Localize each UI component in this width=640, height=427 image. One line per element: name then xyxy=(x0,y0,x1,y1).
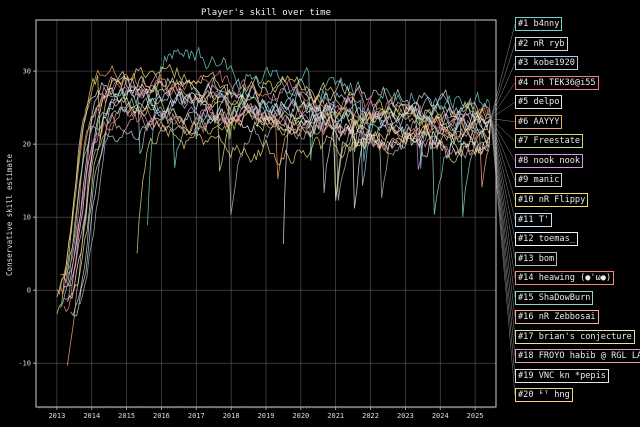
legend-item: #11 T' xyxy=(515,212,553,227)
legend-item: #12 toemas_ xyxy=(515,232,578,247)
legend-connector xyxy=(490,118,516,220)
legend-item: #8 nook nook xyxy=(515,153,584,168)
y-tick-label: 20 xyxy=(23,141,31,149)
legend-connector xyxy=(490,118,516,142)
y-tick-label: 30 xyxy=(23,68,31,76)
legend-connector xyxy=(490,23,516,119)
series-line xyxy=(70,102,490,317)
legend-item: #9 manic xyxy=(515,173,563,188)
chart-title: Player's skill over time xyxy=(201,8,331,18)
series-line xyxy=(147,46,490,226)
legend-item: #17 brian's conjecture xyxy=(515,329,635,344)
legend-connector xyxy=(490,118,516,181)
legend-item: #4 nR TEK36@i55 xyxy=(515,75,599,90)
legend-connector xyxy=(490,118,516,337)
legend-item: #1 b4nny xyxy=(515,17,563,31)
series-end-link xyxy=(488,113,492,119)
legend-item: #3 kobe1920 xyxy=(515,56,578,71)
series-end-link xyxy=(488,118,492,144)
legend-item: #10 nR Flippy xyxy=(515,192,589,207)
x-tick-label: 2015 xyxy=(118,412,135,420)
x-tick-label: 2025 xyxy=(467,412,484,420)
legend-connector xyxy=(490,118,516,259)
y-axis: -10 0 10 20 30 xyxy=(18,68,36,368)
series-line xyxy=(56,63,490,315)
legend-connector xyxy=(490,118,516,240)
series-line xyxy=(63,96,490,284)
x-tick-label: 2022 xyxy=(362,412,379,420)
legend-connector xyxy=(490,101,516,119)
series-line xyxy=(283,90,490,245)
legend-connector xyxy=(490,118,516,279)
legend-connector xyxy=(490,62,516,119)
legend-item: #7 Freestate xyxy=(515,134,584,149)
legend-item: #20 ᴱᵀ hng xyxy=(515,388,573,403)
legend-item: #15 ShaDowBurn xyxy=(515,290,594,305)
legend-item: #14 heawing (●'ω●) xyxy=(515,271,615,286)
legend-connector xyxy=(490,118,516,396)
x-tick-label: 2020 xyxy=(292,412,309,420)
x-tick-label: 2016 xyxy=(153,412,170,420)
series-line xyxy=(136,124,490,254)
legend-item: #13 bom xyxy=(515,251,558,266)
legend-connectors xyxy=(488,23,516,396)
legend-item: #5 delpo xyxy=(515,95,563,110)
legend-connector xyxy=(490,118,516,357)
legend-connector xyxy=(490,118,516,318)
x-tick-label: 2021 xyxy=(327,412,344,420)
series-line xyxy=(60,93,490,309)
legend-item: #19 VNC kn *pepis xyxy=(515,368,609,383)
x-tick-label: 2023 xyxy=(397,412,414,420)
legend-connector xyxy=(490,118,516,201)
series-line xyxy=(63,73,490,301)
series-line xyxy=(63,70,490,288)
legend-connector xyxy=(490,118,516,161)
x-tick-label: 2014 xyxy=(83,412,100,420)
legend-connector xyxy=(490,118,516,122)
y-tick-label: 10 xyxy=(23,214,31,222)
legend-item: #2 nR ryb xyxy=(515,36,568,51)
legend-item: #6 AAYYY xyxy=(515,114,563,129)
x-tick-label: 2019 xyxy=(258,412,275,420)
series-lines xyxy=(56,46,490,366)
series-line xyxy=(70,79,490,297)
plot-frame xyxy=(35,19,497,408)
x-tick-label: 2017 xyxy=(188,412,205,420)
series-line xyxy=(74,82,490,317)
series-line xyxy=(67,101,490,366)
legend-connector xyxy=(490,43,516,119)
y-tick-label: -10 xyxy=(18,360,31,368)
legend-item: #16 nR Zebbosai xyxy=(515,310,599,325)
x-axis: 2013 2014 2015 2016 2017 2018 2019 2020 2021 2022… xyxy=(39,407,493,420)
grid xyxy=(36,20,496,407)
x-tick-label: 2024 xyxy=(432,412,449,420)
x-tick-label: 2013 xyxy=(48,412,65,420)
x-tick-label: 2018 xyxy=(223,412,240,420)
legend-connector xyxy=(490,118,516,376)
y-axis-label: Conservative skill estimate xyxy=(5,154,14,276)
legend-connector xyxy=(490,118,516,298)
legend-connector xyxy=(490,82,516,119)
y-tick-label: 0 xyxy=(27,287,31,295)
legend-item: #18 FROYO habib @ RGL LAN xyxy=(515,349,640,364)
